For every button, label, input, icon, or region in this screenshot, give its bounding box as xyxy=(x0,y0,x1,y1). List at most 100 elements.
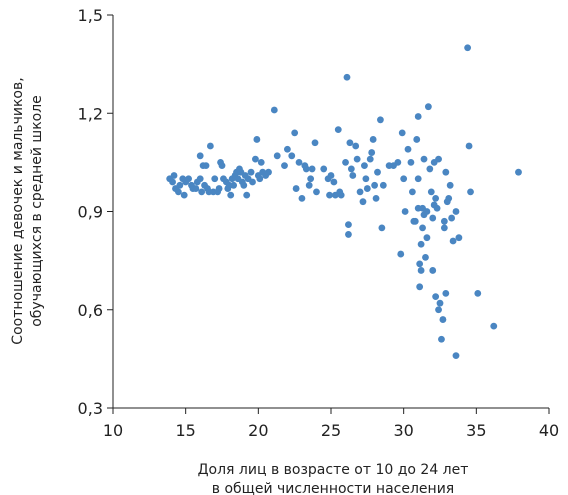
data-point xyxy=(302,165,310,173)
data-point xyxy=(455,234,463,242)
y-axis-title-line-2: обучающихся в средней школе xyxy=(29,95,45,327)
data-point xyxy=(211,175,219,183)
data-point xyxy=(426,165,434,173)
data-point xyxy=(423,208,431,215)
data-point xyxy=(377,116,384,124)
data-point xyxy=(334,126,342,134)
data-point xyxy=(438,335,445,343)
data-point xyxy=(176,181,184,189)
y-axis-title-line-1: Соотношение девочек и мальчиков, xyxy=(10,77,26,344)
data-point xyxy=(330,178,338,186)
data-point xyxy=(414,175,422,183)
data-point xyxy=(452,208,460,215)
data-point xyxy=(429,214,437,222)
data-point xyxy=(180,191,188,199)
data-point xyxy=(311,139,319,147)
data-point xyxy=(270,106,278,114)
data-point xyxy=(345,231,352,238)
data-point xyxy=(366,155,374,163)
x-tick-label: 40 xyxy=(539,421,559,440)
data-point xyxy=(308,165,316,173)
data-point xyxy=(349,172,357,179)
data-point xyxy=(374,168,381,176)
data-point xyxy=(247,168,255,176)
data-point xyxy=(446,181,454,189)
data-point xyxy=(292,185,300,192)
data-point xyxy=(408,188,416,196)
data-point xyxy=(265,168,272,176)
y-tick-label: 0,3 xyxy=(78,399,103,418)
y-tick-label: 0,6 xyxy=(78,301,103,320)
data-point xyxy=(346,139,354,147)
data-point xyxy=(295,158,303,166)
data-point xyxy=(440,224,448,232)
data-point xyxy=(363,185,371,192)
x-tick-label: 35 xyxy=(466,421,486,440)
data-point xyxy=(442,289,450,297)
data-point xyxy=(227,191,235,199)
data-point xyxy=(170,172,178,179)
data-point xyxy=(515,168,522,176)
data-point xyxy=(284,145,291,153)
data-point xyxy=(218,162,226,170)
x-tick-label: 15 xyxy=(175,421,195,440)
data-point xyxy=(196,175,204,183)
y-tick-label: 1,5 xyxy=(78,6,103,25)
data-point xyxy=(435,155,442,163)
x-axis-title-line-1: Доля лиц в возрасте от 10 до 24 лет xyxy=(198,462,469,478)
x-axis-title-line-2: в общей численности населения xyxy=(212,481,454,495)
data-point xyxy=(359,198,367,206)
axes xyxy=(112,15,549,409)
data-point xyxy=(305,181,313,189)
data-point xyxy=(169,178,176,186)
y-axis-title: Соотношение девочек и мальчиков, обучающ… xyxy=(10,77,45,344)
data-point xyxy=(424,103,432,111)
data-point xyxy=(206,142,214,150)
data-point xyxy=(401,208,409,215)
data-point xyxy=(427,188,435,196)
data-point xyxy=(445,195,453,202)
data-point xyxy=(347,165,355,173)
data-point xyxy=(378,224,386,232)
data-point xyxy=(298,195,306,202)
data-point xyxy=(342,158,349,166)
data-point xyxy=(435,306,442,314)
x-tick-label: 10 xyxy=(103,421,123,440)
data-point xyxy=(379,181,387,189)
data-point xyxy=(474,289,482,297)
data-point xyxy=(490,322,498,330)
data-point xyxy=(464,44,472,52)
data-point xyxy=(420,155,428,163)
data-point xyxy=(327,172,335,179)
data-point xyxy=(253,136,261,143)
data-point xyxy=(423,234,431,242)
data-point xyxy=(307,175,315,183)
data-point xyxy=(196,152,204,160)
data-point xyxy=(320,165,328,173)
data-point xyxy=(432,293,440,301)
data-points xyxy=(166,44,522,359)
data-point xyxy=(397,250,405,258)
data-point xyxy=(202,162,210,170)
data-point xyxy=(353,155,361,163)
data-point xyxy=(465,142,473,150)
data-point xyxy=(240,181,248,189)
x-tick-label: 25 xyxy=(321,421,341,440)
data-point xyxy=(439,316,447,323)
data-point xyxy=(252,155,259,163)
data-point xyxy=(343,73,351,81)
data-point xyxy=(440,217,448,225)
x-ticks: 10 15 20 25 30 35 40 xyxy=(103,408,559,440)
data-point xyxy=(422,253,429,261)
data-point xyxy=(371,181,378,189)
data-point xyxy=(356,188,364,196)
data-point xyxy=(372,195,380,202)
data-point xyxy=(243,191,251,199)
data-point xyxy=(326,191,333,199)
data-point xyxy=(404,145,412,153)
data-point xyxy=(281,162,288,170)
data-point xyxy=(400,175,408,183)
data-point xyxy=(361,162,368,170)
data-point xyxy=(407,158,415,166)
